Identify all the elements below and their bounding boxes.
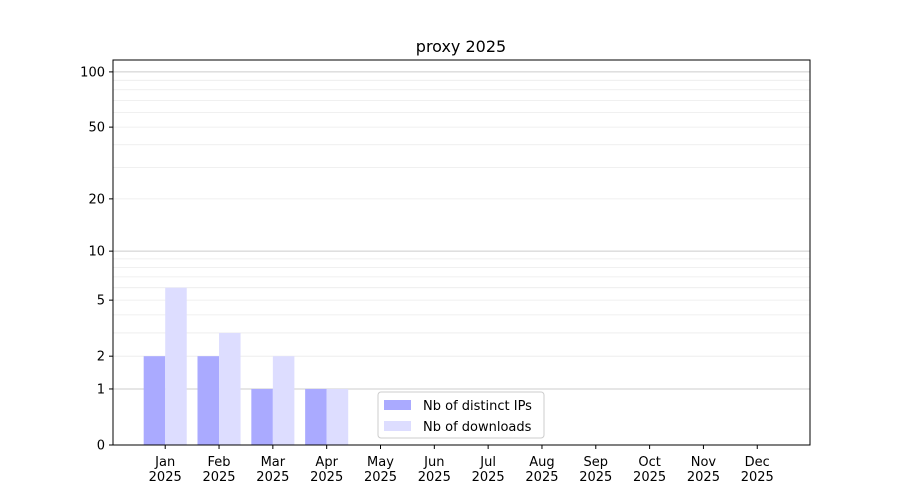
bar-downloads [272, 356, 295, 445]
x-tick-label: Jul 2025 [472, 455, 505, 485]
bars [143, 287, 349, 445]
x-tick-label: Sep 2025 [579, 455, 612, 485]
bar-distinct-ips [251, 388, 273, 445]
x-tick-label: Mar 2025 [256, 455, 289, 485]
x-tick-label: May 2025 [364, 455, 397, 485]
y-tick-label: 100 [80, 65, 105, 80]
y-tick-label: 5 [97, 294, 105, 309]
x-axis: Jan 2025 Feb 2025 Mar 2025 Apr 2025 May 2025 Jun 20… [149, 445, 774, 485]
x-tick-label: Jan 2025 [149, 455, 182, 485]
y-tick-label: 0 [97, 439, 105, 454]
y-tick-label: 20 [88, 192, 105, 207]
y-tick-label: 50 [88, 121, 105, 136]
bar-downloads [219, 332, 241, 445]
legend: Nb of distinct IPs Nb of downloads [377, 391, 545, 439]
x-tick-label: Nov 2025 [687, 455, 720, 485]
bar-distinct-ips [143, 356, 166, 445]
x-tick-label: Aug 2025 [525, 455, 558, 485]
plot-frame [112, 59, 811, 446]
legend-label: Nb of downloads [423, 420, 532, 435]
chart-title: proxy 2025 [416, 37, 506, 56]
y-tick-label: 2 [97, 350, 105, 365]
x-tick-label: Jun 2025 [418, 455, 451, 485]
x-tick-label: Feb 2025 [202, 455, 235, 485]
bar-distinct-ips [305, 388, 327, 445]
x-tick-label: Apr 2025 [310, 455, 343, 485]
y-axis: 0 1 2 5 10 20 50 100 [80, 65, 113, 454]
bar-downloads [165, 287, 187, 445]
y-tick-label: 10 [88, 245, 105, 260]
x-tick-label: Dec 2025 [741, 455, 774, 485]
y-tick-label: 1 [97, 382, 105, 397]
bar-distinct-ips [197, 356, 220, 445]
bar-downloads [326, 388, 349, 445]
x-tick-label: Oct 2025 [633, 455, 666, 485]
legend-swatch [384, 421, 411, 431]
legend-swatch [384, 400, 411, 410]
legend-box [377, 391, 545, 439]
legend-label: Nb of distinct IPs [423, 399, 532, 414]
grid [113, 71, 810, 390]
